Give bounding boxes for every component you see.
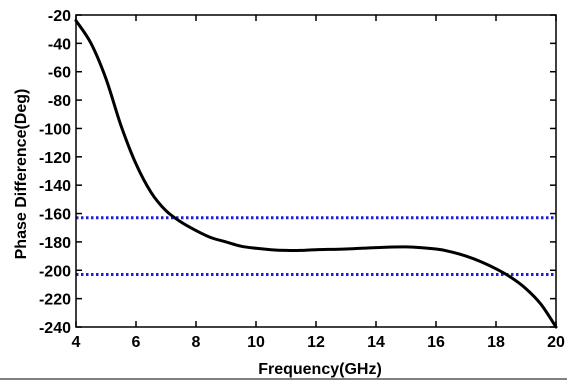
y-tick-label: -20 [48, 8, 71, 25]
x-tick-label: 6 [132, 334, 141, 351]
plot-area [74, 19, 558, 329]
y-tick-label: -200 [39, 263, 71, 280]
x-tick-label: 14 [367, 334, 385, 351]
x-tick-label: 12 [307, 334, 325, 351]
y-tick-label: -40 [48, 36, 71, 53]
y-tick-label: -220 [39, 292, 71, 309]
y-tick-label: -240 [39, 320, 71, 337]
x-tick-label: 8 [192, 334, 201, 351]
y-tick-label: -100 [39, 121, 71, 138]
y-tick-label: -180 [39, 235, 71, 252]
x-tick-label: 4 [72, 334, 81, 351]
series-line-1 [74, 19, 558, 329]
tick-labels: 4 6 8 10 12 14 16 18 20 -20 -40 -60 -80 -100 -120 -140 -… [39, 8, 565, 351]
y-tick-label: -140 [39, 178, 71, 195]
y-tick-label: -80 [48, 93, 71, 110]
plot-frame [75, 14, 557, 328]
x-tick-label: 10 [247, 334, 265, 351]
y-axis-title: Phase Difference(Deg) [13, 89, 30, 260]
x-tick-label: 16 [427, 334, 445, 351]
x-axis-title: Frequency(GHz) [258, 361, 382, 378]
y-tick-label: -160 [39, 207, 71, 224]
y-tick-label: -60 [48, 65, 71, 82]
axis-ticks [75, 14, 557, 328]
x-tick-label: 20 [547, 334, 565, 351]
x-tick-label: 18 [487, 334, 505, 351]
y-tick-label: -120 [39, 150, 71, 167]
